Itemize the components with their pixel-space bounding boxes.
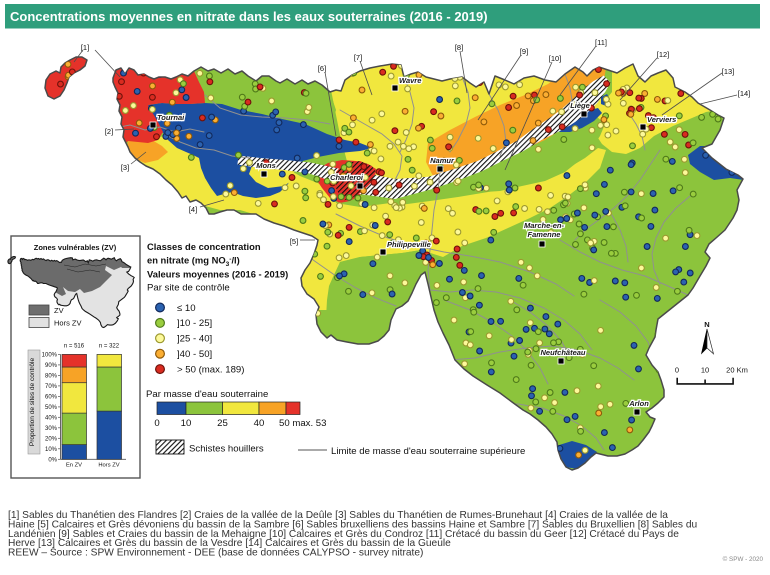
svg-text:[8]: [8] xyxy=(455,43,463,52)
svg-text:Concentrations moyennes en nit: Concentrations moyennes en nitrate dans … xyxy=(10,9,488,24)
svg-text:10: 10 xyxy=(181,418,192,429)
svg-text:0%: 0% xyxy=(48,457,57,463)
svg-text:Proportion de sites de contrôl: Proportion de sites de contrôle xyxy=(29,358,36,447)
svg-text:[6]: [6] xyxy=(318,64,326,73)
svg-text:Famenne: Famenne xyxy=(528,230,561,239)
svg-text:Herve [13] Calcaires et Grès d: Herve [13] Calcaires et Grès du bassin d… xyxy=(8,538,451,549)
svg-text:Tournai: Tournai xyxy=(157,113,185,122)
svg-text:en nitrate (mg NO3-/l): en nitrate (mg NO3-/l) xyxy=(147,255,240,269)
svg-text:[11]: [11] xyxy=(595,38,607,47)
svg-text:[10]: [10] xyxy=(549,54,562,63)
svg-text:Marche-en-: Marche-en- xyxy=(524,221,565,230)
svg-text:[3]: [3] xyxy=(121,163,129,172)
svg-text:50 max. 53: 50 max. 53 xyxy=(279,418,326,429)
svg-text:]10 - 25]: ]10 - 25] xyxy=(177,318,212,329)
svg-text:En ZV: En ZV xyxy=(66,463,82,469)
svg-text:20 Km: 20 Km xyxy=(726,366,748,375)
svg-text:90%: 90% xyxy=(45,363,58,369)
svg-text:]40 - 50]: ]40 - 50] xyxy=(177,349,212,360)
svg-text:> 50 (max. 189): > 50 (max. 189) xyxy=(177,364,244,375)
svg-text:Par site de contrôle: Par site de contrôle xyxy=(147,283,230,294)
svg-text:[12]: [12] xyxy=(657,50,670,59)
svg-text:30%: 30% xyxy=(45,426,58,432)
svg-text:Schistes houillers: Schistes houillers xyxy=(189,444,264,455)
svg-text:Wavre: Wavre xyxy=(399,76,421,85)
svg-text:Hors ZV: Hors ZV xyxy=(54,319,82,328)
svg-text:20%: 20% xyxy=(45,436,58,442)
svg-text:Classes de concentration: Classes de concentration xyxy=(147,241,261,252)
svg-text:Verviers: Verviers xyxy=(647,115,676,124)
svg-text:Zones vulnérables (ZV): Zones vulnérables (ZV) xyxy=(34,243,117,252)
svg-text:≤ 10: ≤ 10 xyxy=(177,303,196,314)
svg-text:80%: 80% xyxy=(45,373,58,379)
svg-text:70%: 70% xyxy=(45,384,58,390)
svg-text:Valeurs moyennes (2016 - 2019): Valeurs moyennes (2016 - 2019) xyxy=(147,269,288,280)
svg-text:Par masse d'eau souterraine: Par masse d'eau souterraine xyxy=(146,389,268,400)
svg-text:10%: 10% xyxy=(45,447,58,453)
svg-text:[2]: [2] xyxy=(105,127,113,136)
svg-text:[1] Sables du Thanétien des Fl: [1] Sables du Thanétien des Flandres [2]… xyxy=(8,510,668,521)
svg-text:Charleroi: Charleroi xyxy=(330,173,364,182)
svg-text:REEW – Source : SPW Environnem: REEW – Source : SPW Environnement - DEE … xyxy=(8,548,423,559)
svg-text:Namur: Namur xyxy=(430,156,455,165)
svg-text:[13]: [13] xyxy=(722,67,735,76)
svg-text:n = 322: n = 322 xyxy=(99,344,120,350)
svg-text:Arlon: Arlon xyxy=(628,399,649,408)
svg-text:Landénien [9] Sables et Craies: Landénien [9] Sables et Craies du bassin… xyxy=(8,529,679,540)
svg-text:Haine [5] Calcaires et Grès d: Haine [5] Calcaires et Grès dévoniens du… xyxy=(8,519,697,530)
svg-text:40%: 40% xyxy=(45,415,58,421)
svg-text:0: 0 xyxy=(675,366,679,375)
svg-text:Hors ZV: Hors ZV xyxy=(98,463,119,469)
svg-text:100%: 100% xyxy=(42,352,58,358)
svg-text:Liège: Liège xyxy=(570,101,590,110)
svg-text:Limite de masse d'eau souterra: Limite de masse d'eau souterraine supéri… xyxy=(331,446,525,457)
svg-text:N: N xyxy=(704,320,709,329)
svg-text:40: 40 xyxy=(254,418,265,429)
svg-text:10: 10 xyxy=(701,366,709,375)
svg-text:25: 25 xyxy=(217,418,228,429)
svg-text:[4]: [4] xyxy=(189,205,197,214)
svg-text:60%: 60% xyxy=(45,394,58,400)
svg-text:© SPW - 2020: © SPW - 2020 xyxy=(723,555,764,563)
svg-text:Neufchâteau: Neufchâteau xyxy=(540,348,585,357)
svg-text:[1]: [1] xyxy=(81,43,89,52)
svg-text:n = 516: n = 516 xyxy=(64,344,85,350)
svg-text:50%: 50% xyxy=(45,405,58,411)
svg-text:ZV: ZV xyxy=(54,306,64,315)
svg-text:[9]: [9] xyxy=(520,47,528,56)
svg-text:]25 - 40]: ]25 - 40] xyxy=(177,334,212,345)
svg-text:Philippeville: Philippeville xyxy=(387,240,431,249)
svg-text:[5]: [5] xyxy=(290,237,298,246)
svg-text:Mons: Mons xyxy=(256,161,276,170)
svg-text:[14]: [14] xyxy=(738,89,751,98)
svg-text:[7]: [7] xyxy=(354,53,362,62)
svg-text:0: 0 xyxy=(154,418,159,429)
